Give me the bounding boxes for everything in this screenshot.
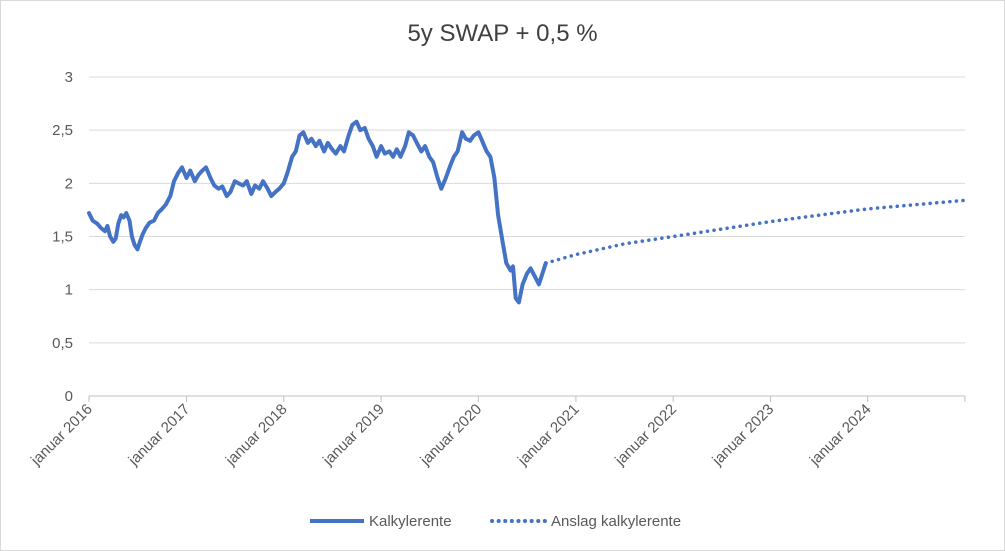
gridlines <box>89 76 965 397</box>
y-tick-label: 0 <box>65 388 73 405</box>
series-group <box>87 119 967 305</box>
x-axis: januar 2016 januar 2017 januar 2018 januar … <box>27 396 966 470</box>
series-line-kalkylerente <box>87 119 548 305</box>
chart-title: 5y SWAP + 0,5 % <box>407 20 598 47</box>
series-line-anslag-kalkylerente <box>544 198 967 265</box>
legend-label-anslag-kalkylerente: Anslag kalkylerente <box>551 513 681 530</box>
x-tick-label: januar 2019 <box>319 401 388 470</box>
y-tick-label: 1,5 <box>52 229 73 246</box>
x-tick-label: januar 2020 <box>416 401 485 470</box>
y-tick-label: 3 <box>65 69 73 86</box>
x-tick-label: januar 2016 <box>27 401 96 470</box>
y-tick-label: 1 <box>65 282 73 299</box>
y-tick-label: 2 <box>65 175 73 192</box>
legend: Kalkylerente Anslag kalkylerente <box>310 513 681 530</box>
x-tick-label: januar 2021 <box>514 401 583 470</box>
y-tick-label: 2,5 <box>52 122 73 139</box>
x-tick-label: januar 2024 <box>806 401 875 470</box>
legend-label-kalkylerente: Kalkylerente <box>369 513 452 530</box>
x-tick-label: januar 2017 <box>125 401 194 470</box>
x-tick-label: januar 2023 <box>709 401 778 470</box>
x-tick-label: januar 2018 <box>222 401 291 470</box>
y-axis: 0 0,5 1 1,5 2 2,5 3 <box>52 69 73 405</box>
x-tick-label: januar 2022 <box>611 401 680 470</box>
y-tick-label: 0,5 <box>52 335 73 352</box>
